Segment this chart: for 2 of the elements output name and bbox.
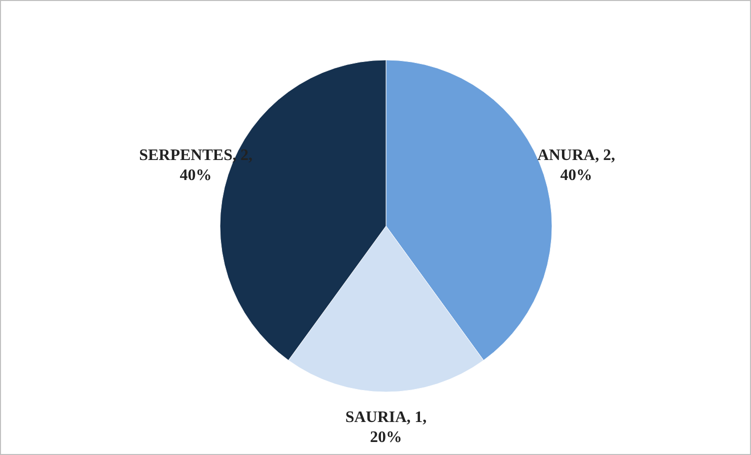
slice-label: ANURA, 2, 40% xyxy=(537,147,616,184)
slice-label: SAURIA, 1, 20% xyxy=(345,409,427,446)
